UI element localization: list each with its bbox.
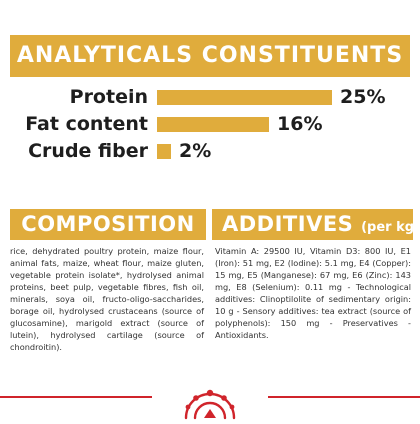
crude-fiber-row: Crude fiber 2% [0,138,420,164]
crude-fiber-value: 2% [179,140,212,162]
crude-fiber-bar [157,144,171,159]
additives-subtitle: (per kg) [361,220,420,235]
crown-icon [184,389,236,420]
additives-title-text: ADDITIVES [222,212,354,236]
protein-value: 25% [340,86,386,108]
additives-text: Vitamin A: 29500 IU, Vitamin D3: 800 IU,… [215,246,411,340]
fat-content-label: Fat content [25,113,148,135]
additives-title: ADDITIVES (per kg) [212,209,420,240]
fat-content-row: Fat content 16% [0,111,420,137]
crude-fiber-label: Crude fiber [28,140,148,162]
composition-title: COMPOSITION [10,209,206,240]
composition-text: rice, dehydrated poultry protein, maize … [10,246,204,352]
protein-bar [157,90,332,105]
fat-content-value: 16% [277,113,323,135]
protein-row: Protein 25% [0,84,420,110]
fat-content-bar [157,117,269,132]
analytics-title: ANALYTICALS CONSTITUENTS [10,35,410,77]
protein-label: Protein [69,86,148,108]
royal-canin-crown-logo [152,385,268,420]
